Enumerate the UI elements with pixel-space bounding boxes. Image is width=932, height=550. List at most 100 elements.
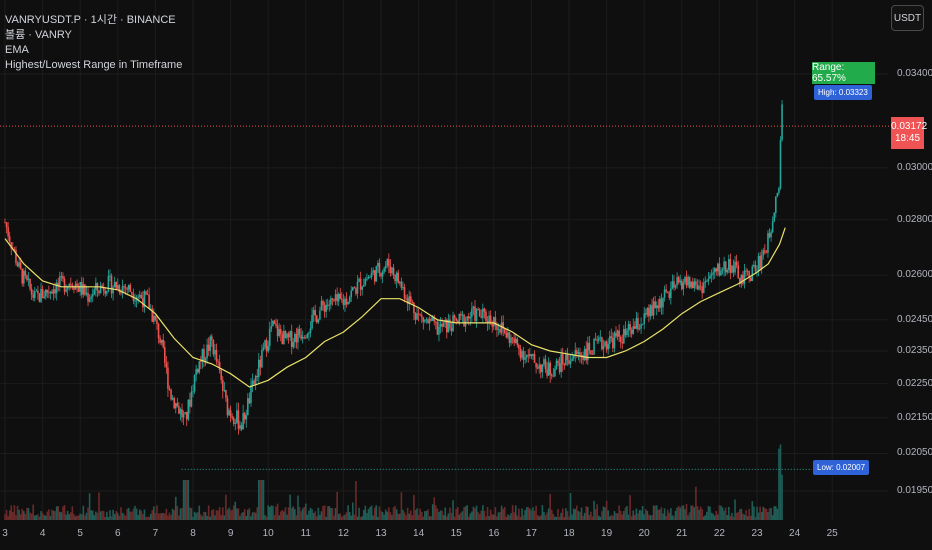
range-indicator-label[interactable]: Highest/Lowest Range in Timeframe xyxy=(5,59,183,71)
volume-bar xyxy=(76,515,78,520)
candle-body xyxy=(49,291,52,293)
candle-body xyxy=(572,355,575,359)
volume-bar xyxy=(106,511,108,520)
candle-body xyxy=(687,276,689,286)
candle-body xyxy=(272,320,274,327)
volume-bar xyxy=(4,514,6,520)
volume-bar xyxy=(480,510,483,520)
candle-body xyxy=(765,252,768,254)
volume-bar xyxy=(326,506,329,520)
currency-button[interactable]: USDT xyxy=(891,5,924,31)
volume-bar xyxy=(201,516,204,520)
candle-body xyxy=(726,269,729,273)
candle-body xyxy=(286,333,288,339)
volume-bar xyxy=(167,515,169,520)
volume-bar xyxy=(494,507,497,520)
candle-body xyxy=(312,310,315,315)
candle-body xyxy=(657,305,660,309)
candle-body xyxy=(535,362,537,368)
volume-bar xyxy=(475,505,478,520)
candle-body xyxy=(43,296,45,298)
candle-body xyxy=(55,282,58,294)
volume-bar xyxy=(527,507,530,520)
ema-indicator-label[interactable]: EMA xyxy=(5,44,29,56)
volume-bar xyxy=(749,515,752,520)
volume-bar xyxy=(57,506,60,520)
volume-bar xyxy=(660,507,663,520)
candle-body xyxy=(73,286,75,290)
ema-line xyxy=(4,227,786,388)
candle-body xyxy=(776,192,779,197)
volume-bar xyxy=(431,504,434,520)
volume-bar xyxy=(294,509,296,520)
candle-body xyxy=(416,313,418,320)
candle-body xyxy=(37,290,39,294)
volume-bar xyxy=(424,511,426,520)
candle-body xyxy=(287,333,290,338)
volume-bar xyxy=(524,510,526,520)
volume-bar xyxy=(99,511,102,520)
candle-body xyxy=(674,285,677,288)
volume-bar xyxy=(292,506,295,520)
volume-bar xyxy=(247,509,249,520)
price-tick-label: 0.01950 xyxy=(897,485,932,496)
volume-bar xyxy=(425,510,428,520)
volume-bar xyxy=(668,512,671,520)
chart-legend: VANRYUSDT.P · 1시간 · BINANCE 볼륨 · VANRY E… xyxy=(5,13,182,73)
volume-bar xyxy=(200,514,202,520)
volume-bar xyxy=(516,515,519,520)
candle-body xyxy=(724,261,727,273)
volume-bar xyxy=(729,515,732,520)
volume-bar xyxy=(284,507,287,520)
volume-bar xyxy=(500,505,503,520)
volume-bar xyxy=(273,514,276,520)
volume-bar xyxy=(8,510,11,520)
candle-body xyxy=(265,340,268,352)
volume-bar xyxy=(305,503,307,520)
volume-bar xyxy=(182,480,185,520)
volume-bar xyxy=(433,497,436,520)
candle-body xyxy=(544,359,547,370)
volume-bar xyxy=(372,515,374,520)
volume-bar xyxy=(751,501,754,520)
symbol-title[interactable]: VANRYUSDT.P · 1시간 · BINANCE xyxy=(5,14,176,26)
candle-body xyxy=(341,298,343,300)
volume-bar xyxy=(533,510,536,520)
candle-body xyxy=(309,328,312,333)
volume-bar xyxy=(561,508,564,520)
candle-body xyxy=(646,307,649,315)
volume-bars xyxy=(4,444,783,520)
candle-body xyxy=(743,270,746,284)
volume-bar xyxy=(358,507,360,520)
candle-body xyxy=(704,281,707,284)
volume-bar xyxy=(40,511,42,520)
candle-body xyxy=(311,314,313,329)
time-tick-label: 11 xyxy=(300,528,311,539)
candle-body xyxy=(623,328,625,344)
volume-bar xyxy=(70,512,72,520)
volume-bar xyxy=(704,515,707,520)
volume-bar xyxy=(436,508,439,520)
volume-bar xyxy=(289,494,291,520)
volume-bar xyxy=(330,508,332,520)
candle-body xyxy=(569,360,572,364)
volume-bar xyxy=(90,510,92,520)
time-tick-label: 21 xyxy=(676,528,688,539)
candle-body xyxy=(173,397,175,409)
volume-bar xyxy=(588,514,591,520)
volume-indicator-label[interactable]: 볼륨 · VANRY xyxy=(5,29,72,41)
volume-bar xyxy=(488,516,490,520)
volume-bar xyxy=(618,505,620,520)
volume-bar xyxy=(641,506,644,520)
candle-body xyxy=(276,325,279,337)
volume-bar xyxy=(702,516,705,520)
volume-bar xyxy=(198,505,201,520)
volume-bar xyxy=(118,515,121,520)
volume-bar xyxy=(124,515,127,520)
candle-body xyxy=(160,339,163,343)
candle-body xyxy=(243,413,246,420)
volume-bar xyxy=(367,508,370,520)
candle-body xyxy=(268,328,271,346)
volume-bar xyxy=(93,515,96,520)
